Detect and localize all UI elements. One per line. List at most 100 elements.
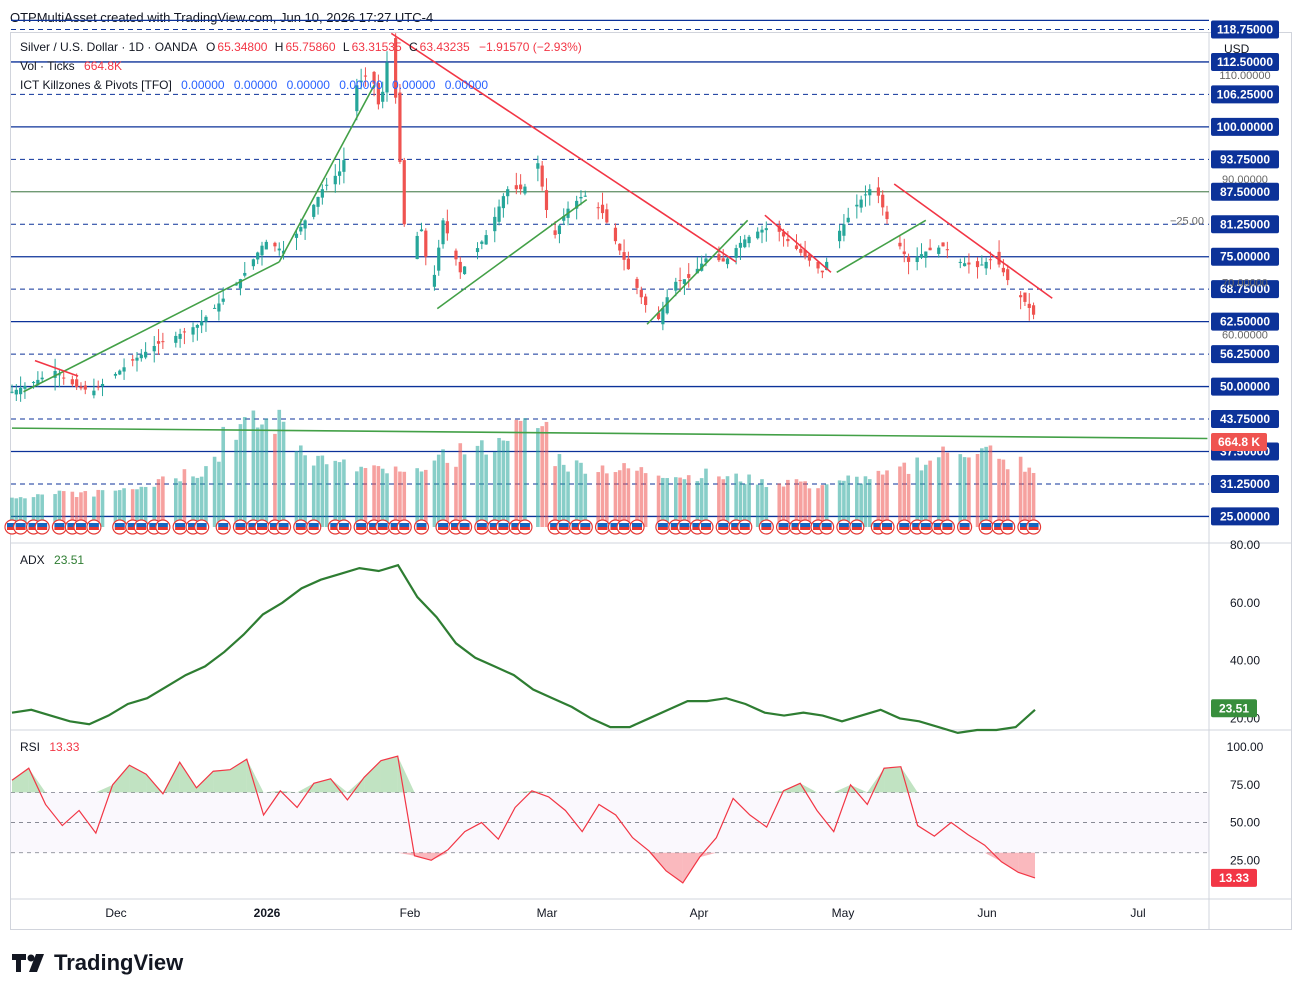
currency-label[interactable]: USD: [1224, 42, 1250, 56]
flag-stripe: [248, 527, 259, 530]
candle-body: [756, 231, 760, 239]
candle-body: [415, 235, 419, 260]
candle-body: [945, 249, 949, 251]
rsi-oversold-fill: [1001, 852, 1019, 873]
volume-bar: [298, 445, 303, 527]
flag-canton: [136, 523, 147, 527]
volume-bar: [36, 494, 40, 527]
flag-stripe: [679, 527, 690, 530]
flag-stripe: [28, 527, 39, 530]
price-axis-badge: [1211, 377, 1279, 396]
flag-stripe: [778, 527, 789, 530]
legend-ohlc: Silver / U.S. Dollar · 1D · OANDA O 65.34…: [20, 40, 582, 54]
event-flag-icon: [517, 519, 533, 535]
legend-vol-label[interactable]: Vol · Ticks: [20, 59, 75, 73]
volume-bar: [988, 445, 993, 527]
volume-bar: [376, 466, 381, 527]
volume-bar: [40, 494, 44, 527]
price-axis-badge: [1211, 215, 1279, 234]
flag-stripe: [519, 527, 530, 530]
chart-frame[interactable]: [10, 32, 1292, 930]
event-flag-icon: [879, 519, 895, 535]
rsi-indicator: 25.00 50.00 75.00 100.00 13.33: [11, 740, 1264, 887]
rsi-overbought-fill: [146, 774, 163, 793]
volume-badge: [1211, 433, 1267, 451]
legend-volume: Vol · Ticks 664.8K: [20, 59, 122, 73]
volume-bar: [462, 454, 467, 527]
volume-bar: [855, 476, 859, 527]
flag-canton: [933, 523, 944, 527]
price-axis-label: 93.75000: [1220, 152, 1270, 166]
trendline: [23, 261, 280, 393]
event-flag-icon: [577, 519, 593, 535]
tradingview-logo: TradingView: [12, 950, 183, 976]
price-axis-badge: [1211, 410, 1279, 429]
candle-body: [695, 268, 699, 274]
volume-bar: [199, 476, 204, 527]
candle-body: [557, 225, 562, 235]
flag-stripe: [15, 527, 26, 530]
flag-stripe: [959, 527, 970, 530]
event-flag-icon: [232, 519, 249, 535]
time-axis: Dec 2026 Feb Mar Apr May Jun Jul: [105, 906, 1145, 920]
volume-bar: [415, 468, 419, 527]
flag-stripe: [75, 527, 86, 530]
volume-bar: [139, 486, 144, 527]
candle-body: [75, 379, 79, 388]
volume-bar: [1018, 456, 1023, 527]
flag-canton: [813, 523, 824, 527]
volume-bar: [561, 464, 566, 527]
candle-body: [402, 160, 406, 225]
volume-bar: [777, 483, 782, 527]
candle-body: [316, 196, 320, 207]
volume-bar: [480, 440, 484, 527]
volume-bar: [936, 457, 941, 527]
flag-stripe: [269, 527, 280, 530]
candle-body: [514, 185, 518, 190]
candle-body: [325, 184, 329, 186]
volume-bar: [14, 498, 19, 527]
volume-bar: [130, 489, 135, 527]
event-flag-icon: [353, 519, 369, 535]
rsi-overbought-fill: [867, 768, 885, 793]
event-flag-icon: [112, 519, 128, 535]
volume-bar: [173, 478, 178, 527]
volume-bar: [303, 455, 307, 527]
candle-body: [962, 263, 967, 267]
price-axis-label: 50.00000: [1220, 380, 1270, 394]
price-axis-label: 118.75000: [1217, 22, 1273, 36]
legend-rsi-label[interactable]: RSI: [20, 740, 41, 754]
candle-body: [928, 247, 932, 251]
event-flag-icon: [435, 519, 451, 535]
rsi-overbought-fill: [112, 765, 130, 793]
candle-body: [1027, 303, 1031, 308]
volume-bar: [117, 490, 122, 527]
volume-bar: [113, 490, 118, 527]
flag-stripe: [994, 527, 1005, 530]
candle-body: [454, 250, 458, 260]
candle-body: [626, 258, 630, 270]
volume-bar: [816, 488, 820, 527]
legend-adx-label[interactable]: ADX: [20, 553, 45, 567]
legend-symbol[interactable]: Silver / U.S. Dollar · 1D · OANDA: [20, 40, 197, 54]
volume-bar: [501, 440, 506, 527]
event-flag-icon: [474, 519, 490, 535]
candle-body: [506, 189, 510, 197]
volume-bar: [941, 446, 945, 527]
candle-body: [885, 211, 889, 220]
volume-bar: [605, 473, 609, 527]
candle-body: [1006, 269, 1010, 281]
volume-bar: [255, 427, 260, 527]
legend-ict-label[interactable]: ICT Killzones & Pivots [TFO]: [20, 78, 172, 92]
flag-stripe: [718, 527, 729, 530]
rsi-overbought-fill: [313, 778, 331, 793]
volume-bar: [1005, 469, 1010, 527]
candle-body: [355, 85, 359, 112]
candle-body: [23, 385, 27, 389]
candle-body: [743, 239, 747, 248]
price-axis-badge: [1211, 312, 1279, 331]
candle-body: [846, 217, 850, 223]
flag-stripe: [37, 527, 48, 530]
trendline: [836, 219, 927, 273]
